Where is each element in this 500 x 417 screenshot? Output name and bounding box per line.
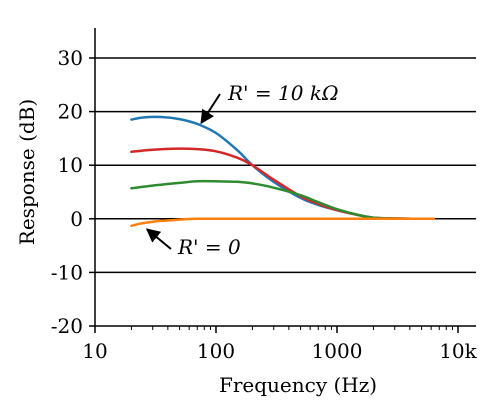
annotation-r10k-label: R' = 10 kΩ [227, 81, 339, 105]
y-tick-label: 0 [70, 207, 83, 231]
series-layer [130, 115, 435, 228]
x-tick-label: 10k [439, 339, 477, 363]
x-tick-label: 10 [82, 339, 107, 363]
annotation-r0-label: R' = 0 [177, 235, 241, 259]
x-tick-label: 1000 [312, 339, 363, 363]
series-line-1 [130, 115, 435, 221]
y-tick-label: -10 [51, 260, 83, 284]
series-line-4 [130, 217, 435, 228]
x-tick-label: 100 [197, 339, 235, 363]
series-line-3 [130, 179, 435, 221]
annotation-r10k-arrow [200, 93, 221, 125]
y-tick-label: 30 [58, 46, 83, 70]
y-tick-label: 10 [58, 153, 83, 177]
annotation-r0-arrow [145, 228, 172, 250]
x-axis-title: Frequency (Hz) [219, 373, 377, 397]
y-tick-label: -20 [51, 314, 83, 338]
annotations: R' = 10 kΩ R' = 0 [145, 81, 339, 259]
y-tick-label: 20 [58, 100, 83, 124]
axes: -20 -10 0 10 20 30 10 100 1000 10k [51, 28, 478, 363]
y-axis-title: Response (dB) [15, 99, 39, 245]
